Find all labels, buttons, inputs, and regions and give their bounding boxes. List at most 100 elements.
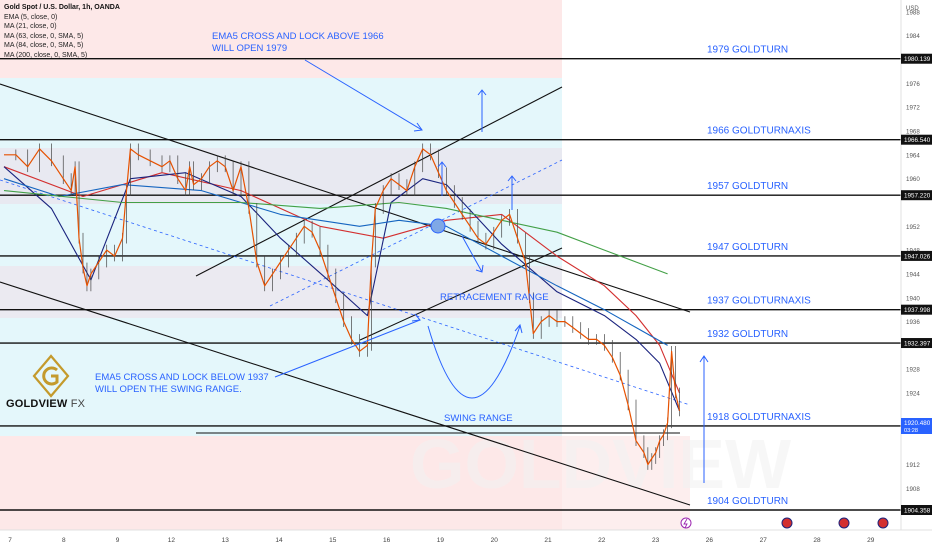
ma84-line — [3, 178, 668, 346]
price-flag — [901, 338, 932, 349]
pink-zone-right-bottom — [562, 436, 690, 530]
x-tick-label: 19 — [437, 537, 445, 544]
x-tick-label: 12 — [168, 537, 176, 544]
goldturn-labels: 1979 GOLDTURN 1966 GOLDTURN AXIS 1957 GOLDT… — [707, 45, 811, 507]
price-flag-label: 1904.358 — [904, 508, 931, 515]
y-tick-label: 1908 — [906, 486, 920, 493]
x-tick-label: 14 — [275, 537, 283, 544]
logo-icon — [32, 354, 70, 398]
x-tick-label: 26 — [706, 537, 714, 544]
price-flag — [901, 250, 932, 261]
x-tick-label: 27 — [760, 537, 768, 544]
y-tick-label: 1972 — [906, 105, 920, 112]
series-layer — [3, 143, 681, 470]
price-line — [4, 148, 681, 466]
x-tick-label: 16 — [383, 537, 391, 544]
arrowhead-mid-1 — [437, 161, 447, 168]
lightning-bolt — [683, 518, 688, 529]
y-tick-label: 1924 — [906, 391, 920, 398]
goldturn-label: 1979 GOLDTURN — [707, 45, 788, 56]
y-tick-label: 1912 — [906, 462, 920, 469]
arrowhead-swing — [411, 313, 421, 322]
goldview-logo: GOLDVIEW FX — [6, 352, 96, 414]
x-tick-label: 7 — [8, 537, 12, 544]
arrowhead-mid-2 — [507, 175, 517, 182]
indicator-ema5[interactable]: EMA (5, close, 0) — [4, 13, 58, 21]
swing-range-label: SWING RANGE — [444, 413, 513, 424]
us-flag-icon[interactable] — [838, 517, 850, 529]
price-flag-label: 1966.540 — [904, 137, 931, 144]
arrowhead-up-right — [699, 355, 709, 363]
note-above-line1: EMA5 CROSS AND LOCK ABOVE 1966 — [212, 31, 384, 42]
current-price-flag — [901, 418, 932, 434]
time-axis-bg — [0, 530, 932, 550]
price-flag-label: 1957.220 — [904, 193, 931, 200]
y-tick-label: 1984 — [906, 33, 920, 40]
x-tick-label: 29 — [867, 537, 875, 544]
price-countdown: 03:28 — [904, 428, 918, 434]
ma21-line — [3, 166, 681, 394]
upper-channel-bottom — [0, 281, 691, 506]
event-markers — [680, 517, 889, 529]
x-tick-label: 28 — [813, 537, 821, 544]
indicator-ma63[interactable]: MA (63, close, 0, SMA, 5) — [4, 32, 84, 40]
y-tick-label: 1988 — [906, 9, 920, 16]
goldturn-label: 1918 GOLDTURN — [707, 412, 788, 423]
current-price: 1920.480 — [904, 420, 931, 427]
retracement-range-label: RETRACEMENT RANGE — [440, 292, 549, 303]
indicator-ma84[interactable]: MA (84, close, 0, SMA, 5) — [4, 42, 84, 50]
x-tick-label: 8 — [62, 537, 66, 544]
goldturn-label: 1932 GOLDTURN — [707, 329, 788, 340]
arrowhead-up-1979 — [477, 89, 487, 96]
annotation-arrows — [274, 59, 709, 483]
y-tick-label: 1968 — [906, 129, 920, 136]
y-tick-label: 1928 — [906, 367, 920, 374]
currency-label: USD — [906, 6, 919, 12]
price-flag — [901, 190, 932, 201]
us-flag-icon[interactable] — [877, 517, 889, 529]
ma63-line — [3, 166, 681, 412]
indicator-ma200[interactable]: MA (200, close, 0, SMA, 5) — [4, 51, 88, 59]
note-below-line1: EMA5 CROSS AND LOCK BELOW 1937 — [95, 372, 269, 383]
ma200-line — [3, 190, 668, 275]
logo-wordmark: GOLDVIEW FX — [6, 398, 85, 410]
x-tick-label: 9 — [116, 537, 120, 544]
pink-zone-bottom — [0, 436, 562, 530]
y-tick-label: 1944 — [906, 271, 920, 278]
arrow-retrace-down — [461, 235, 483, 273]
goldturn-label: 1957 GOLDTURN — [707, 181, 788, 192]
goldturn-label: 1947 GOLDTURN — [707, 242, 788, 253]
lightning-icon[interactable] — [680, 517, 692, 529]
goldturn-label: 1966 GOLDTURN — [707, 126, 788, 137]
price-flag-label: 1937.998 — [904, 307, 931, 314]
chart-title: Gold Spot / U.S. Dollar, 1h, OANDA — [4, 4, 120, 11]
logo-brand: GOLDVIEW — [6, 398, 68, 410]
x-tick-label: 13 — [222, 537, 230, 544]
y-tick-label: 1952 — [906, 224, 920, 231]
us-flag-icon[interactable] — [781, 517, 793, 529]
indicator-ma21[interactable]: MA (21, close, 0) — [4, 23, 57, 31]
cross-marker — [430, 218, 446, 234]
arrow-to-swing — [274, 319, 421, 378]
y-tick-label: 1964 — [906, 152, 920, 159]
price-axis-bg — [901, 0, 932, 530]
annotation-text: EMA5 CROSS AND LOCK ABOVE 1966 WILL OPEN… — [95, 31, 549, 424]
note-below-line2: WILL OPEN THE SWING RANGE. — [95, 384, 242, 395]
watermark: GOLDVIEW — [410, 425, 791, 503]
x-tick-label: 21 — [544, 537, 552, 544]
arrowhead-retrace — [475, 264, 484, 273]
trend-lines — [0, 83, 691, 506]
mid-dotted-2 — [269, 159, 563, 307]
arrowhead-swing-curve — [514, 323, 523, 334]
price-flag-label: 1947.026 — [904, 253, 931, 260]
price-flag — [901, 505, 932, 516]
price-axis: USD 198819841976197219681964196019521948… — [900, 0, 932, 530]
ascending-line — [359, 247, 563, 341]
level-lines — [0, 58, 901, 511]
indicator-legend: Gold Spot / U.S. Dollar, 1h, OANDA EMA (… — [4, 3, 120, 61]
price-flag — [901, 134, 932, 145]
axis-label: AXIS — [788, 296, 811, 307]
x-tick-label: 15 — [329, 537, 337, 544]
upper-channel-top — [0, 83, 691, 313]
